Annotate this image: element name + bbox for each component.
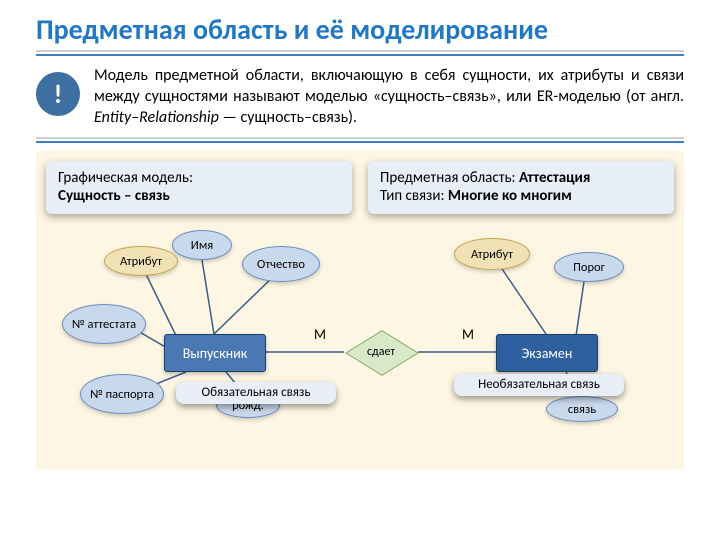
legend-left-line1: Графическая модель: [58, 169, 193, 187]
legend-left: Графическая модель: Сущность – связь [46, 161, 352, 215]
info-callout: ! Модель предметной области, включающую … [36, 66, 684, 128]
attr-left-0: Имя [172, 230, 232, 260]
entity-exam: Экзамен [496, 334, 598, 372]
definition-part2: — сущность–связь). [219, 108, 357, 127]
attr-left-2: Атрибут [104, 246, 178, 276]
legend-right-line2b: Многие ко многим [448, 187, 572, 205]
divider-grey [36, 50, 684, 52]
diagram-area: Графическая модель: Сущность – связь Пре… [36, 151, 684, 471]
attr-left-1: Отчество [242, 246, 320, 282]
attr-right-0: Атрибут [454, 238, 530, 270]
entity-graduate: Выпускник [164, 334, 266, 372]
definition-italic: Entity–Relationship [94, 108, 219, 127]
badge-optional: Необязательная связь [454, 374, 624, 396]
attr-left-3: № аттестата [62, 304, 146, 344]
legend-right: Предметная область: Аттестация Тип связи… [368, 161, 674, 215]
legend-right-line1: Предметная область: [380, 169, 516, 187]
cardinality-m-left: M [314, 326, 326, 343]
legend-right-line2a: Тип связи: [380, 187, 448, 205]
relationship-label: сдает [367, 346, 395, 358]
legend-left-bold: Сущность – связь [58, 187, 170, 205]
relationship-diamond: сдает [346, 330, 416, 374]
definition-part1: Модель предметной области, включающую в … [94, 66, 684, 106]
legend-row: Графическая модель: Сущность – связь Пре… [46, 161, 674, 215]
divider-blue [36, 54, 684, 56]
divider-grey-2 [36, 137, 684, 139]
attr-right-1: Порог [554, 252, 624, 282]
exclamation-icon: ! [36, 72, 80, 116]
cardinality-m-right: M [462, 326, 474, 343]
slide-title: Предметная область и её моделирование [36, 14, 684, 46]
definition-text: Модель предметной области, включающую в … [94, 66, 684, 128]
attr-right-2: связь [546, 396, 618, 422]
divider-blue-2 [36, 141, 684, 143]
er-canvas: Выпускник Экзамен сдает M M Имя Отчество Атрибу… [46, 224, 674, 454]
badge-mandatory: Обязательная связь [176, 382, 336, 404]
legend-right-bold1: Аттестация [519, 169, 590, 187]
attr-left-4: № паспорта [80, 374, 164, 414]
